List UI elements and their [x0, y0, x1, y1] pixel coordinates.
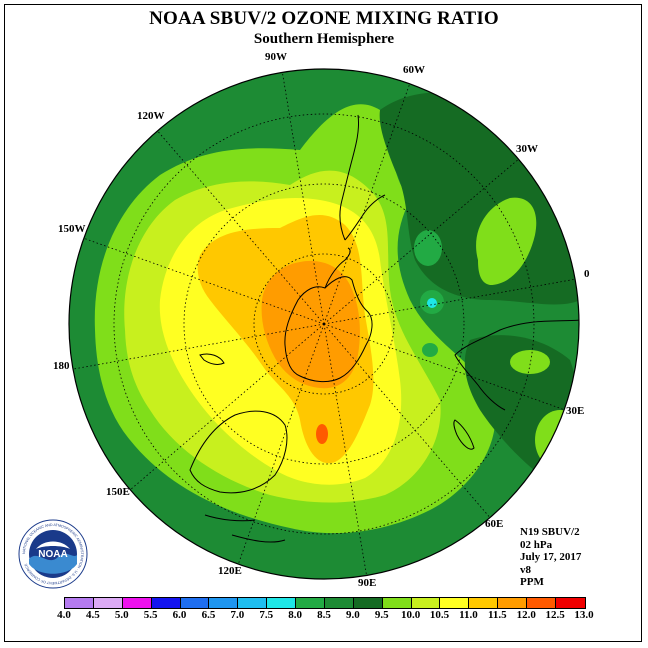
latitude-ring-middle: [183, 183, 465, 465]
latitude-ring-outer: [113, 113, 535, 535]
colorbar-cell: [469, 598, 499, 608]
colorbar-cell: [209, 598, 239, 608]
contour-9.0-spot: [510, 350, 550, 374]
colorbar-cell: [498, 598, 527, 608]
meridian-150e: [129, 323, 325, 491]
colorbar-cell: [267, 598, 296, 608]
colorbar-label: 9.0: [346, 609, 360, 621]
south-america-coast: [339, 114, 386, 241]
lon-label-180: 180: [53, 360, 70, 372]
info-date: July 17, 2017: [520, 551, 582, 563]
meridian-120e: [237, 323, 325, 566]
map-subtitle: Southern Hemisphere: [253, 31, 395, 47]
figure-frame: [4, 4, 642, 642]
colorbar-label: 12.0: [516, 609, 536, 621]
colorbar-label: 4.0: [57, 609, 71, 621]
colorbar-label: 11.5: [488, 609, 507, 621]
colorbar-cell: [65, 598, 94, 608]
colorbar-label: 6.5: [201, 609, 216, 621]
colorbar-label: 4.5: [86, 609, 100, 621]
australia-coast: [189, 410, 288, 494]
logo-text: NOAA: [38, 549, 67, 560]
new-zealand-coast: [199, 353, 225, 365]
map-title: NOAA SBUV/2 OZONE MIXING RATIO: [149, 8, 499, 29]
latitude-ring-inner: [253, 253, 395, 395]
lon-label-60e: 60E: [485, 518, 504, 530]
lon-label-120w: 120W: [137, 110, 165, 122]
lon-label-60w: 60W: [403, 64, 425, 76]
coastlines: [189, 114, 579, 543]
map-boundary: [68, 68, 580, 580]
graticule: [69, 69, 579, 579]
colorbar-cell: [93, 598, 123, 608]
madagascar-coast: [453, 419, 475, 450]
colorbar-label: 7.5: [259, 609, 274, 621]
info-units: PPM: [520, 576, 544, 588]
colorbar-cell: [527, 598, 556, 608]
colorbar-label: 11.0: [459, 609, 478, 621]
ozone-contours: [69, 69, 579, 579]
africa-coast: [454, 319, 579, 411]
colorbar-label: 10.5: [429, 609, 450, 621]
colorbar-label: 13.0: [574, 609, 594, 621]
colorbar-label: 7.0: [230, 609, 245, 621]
meridian-150w: [82, 237, 325, 325]
meridian-60w: [323, 82, 411, 325]
colorbar-cell: [353, 598, 383, 608]
contour-9.0-atlantic: [476, 197, 537, 285]
info-block: N19 SBUV/2 02 hPa July 17, 2017 v8 PPM: [520, 526, 581, 589]
antarctica-coast: [284, 276, 373, 383]
colorbar-cell: [382, 598, 412, 608]
info-level: 02 hPa: [520, 538, 553, 551]
info-satellite: N19 SBUV/2: [520, 526, 580, 538]
colorbar-cell: [296, 598, 325, 608]
colorbar-label: 8.0: [288, 609, 302, 621]
antarctic-peninsula-coast: [324, 247, 351, 289]
lon-label-30e: 30E: [566, 405, 585, 417]
meridian-180: [69, 323, 325, 371]
lon-label-0: 0: [584, 268, 590, 280]
noaa-logo-icon: NOAA NATIONAL OCEANIC AND ATMOSPHERIC AD…: [18, 519, 88, 589]
colorbar-cell: [122, 598, 152, 608]
contour-11.5-spot: [316, 424, 328, 444]
contour-7.5-spot: [427, 298, 437, 308]
colorbar-cell: [440, 598, 470, 608]
colorbar-cell: [411, 598, 441, 608]
colorbar-label: 5.0: [114, 609, 129, 621]
contour-8.0-spot-c: [422, 343, 438, 357]
colorbar-label: 5.5: [143, 609, 158, 621]
lon-label-150w: 150W: [58, 223, 86, 235]
colorbar-cell: [324, 598, 354, 608]
colorbar-cell: [151, 598, 181, 608]
colorbar-label: 9.5: [374, 609, 389, 621]
lon-label-90w: 90W: [265, 51, 287, 63]
meridian-60e: [323, 323, 493, 521]
colorbar-cell: [238, 598, 268, 608]
contour-8.0-spot-a: [414, 230, 442, 266]
colorbar-cell: [555, 598, 585, 608]
colorbar: [64, 597, 586, 609]
colorbar-label: 8.5: [317, 609, 331, 621]
meridian-120w: [154, 127, 325, 325]
info-version: v8: [520, 563, 531, 576]
meridian-30e: [323, 323, 566, 411]
meridian-30w: [323, 157, 521, 325]
lon-label-120e: 120E: [218, 565, 242, 577]
colorbar-label: 12.5: [545, 609, 565, 621]
meridian-90e: [323, 323, 368, 579]
lon-label-150e: 150E: [106, 486, 130, 498]
lon-label-30w: 30W: [516, 143, 538, 155]
colorbar-label: 6.0: [172, 609, 187, 621]
colorbar-cell: [180, 598, 210, 608]
colorbar-label: 10.0: [401, 609, 421, 621]
indonesia-coast: [204, 514, 286, 543]
colorbar-labels: 4.0 4.5 5.0 5.5 6.0 6.5 7.0 7.5 8.0 8.5 9.0 9.5 10.0…: [0, 609, 648, 623]
lon-label-90e: 90E: [358, 577, 377, 589]
meridian-90w: [281, 69, 325, 325]
